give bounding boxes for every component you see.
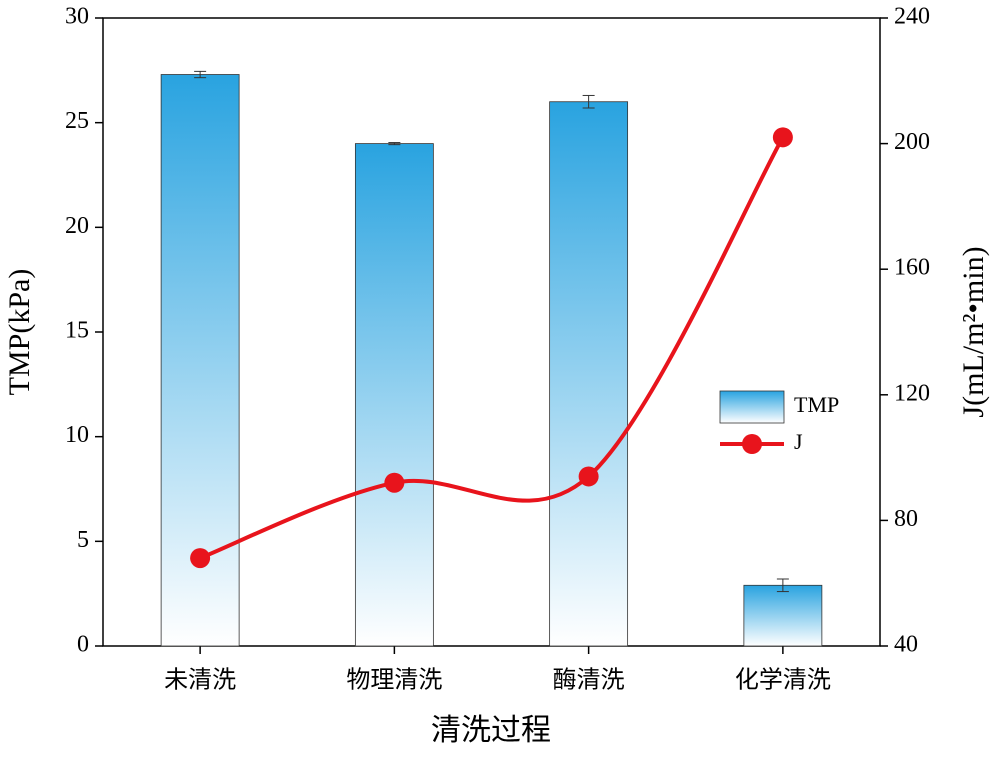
x-tick-label: 酶清洗 — [553, 667, 625, 694]
legend-swatch — [719, 390, 785, 424]
line-marker — [772, 127, 793, 148]
x-axis-title: 清洗过程 — [431, 714, 551, 747]
y2-tick-label: 160 — [894, 255, 930, 281]
error-bar — [388, 142, 401, 146]
y-tick-label: 30 — [65, 4, 89, 30]
y2-axis-title: J(mL/m²•min) — [957, 246, 990, 417]
error-bar — [194, 70, 207, 79]
y-tick-label: 0 — [77, 632, 89, 658]
y2-tick-label: 240 — [894, 4, 930, 30]
y2-tick-label: 200 — [894, 129, 930, 155]
line — [199, 136, 785, 560]
y-tick-label: 5 — [77, 527, 89, 553]
line-marker — [384, 472, 405, 493]
y-tick-label: 10 — [65, 422, 89, 448]
y-axis-title: TMP(kPa) — [3, 269, 36, 396]
error-bar — [776, 578, 789, 593]
y-tick-label: 20 — [65, 213, 89, 239]
legend-label: J — [794, 429, 803, 454]
x-tick-label: 化学清洗 — [735, 667, 831, 694]
x-tick-label: 物理清洗 — [346, 667, 442, 694]
legend-marker — [742, 434, 762, 454]
line-marker — [190, 548, 211, 569]
legend-label: TMP — [794, 392, 839, 417]
y-tick-label: 25 — [65, 108, 89, 134]
x-tick-label: 未清洗 — [164, 667, 236, 694]
bar — [743, 584, 823, 647]
y-tick-label: 15 — [65, 318, 89, 344]
y2-tick-label: 120 — [894, 380, 930, 406]
bar — [354, 143, 434, 647]
y2-tick-label: 80 — [894, 506, 918, 532]
bar — [549, 101, 629, 647]
error-bar — [582, 94, 595, 109]
y2-tick-label: 40 — [894, 632, 918, 658]
line-marker — [578, 466, 599, 487]
